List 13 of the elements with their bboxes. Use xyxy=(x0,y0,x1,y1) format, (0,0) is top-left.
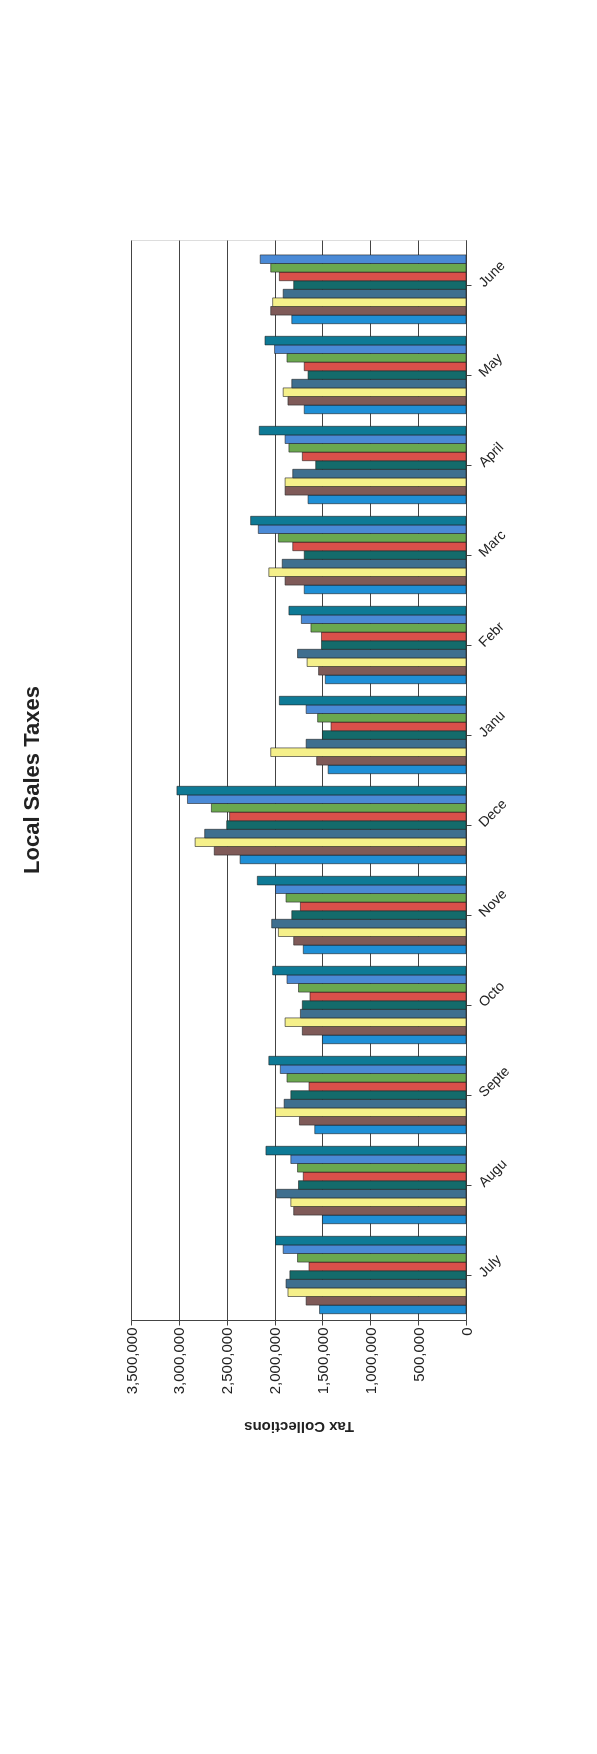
y-tick-label: July xyxy=(475,1251,505,1280)
text: Local Sales Taxes xyxy=(19,686,44,874)
x-axis-title: Tax Collections xyxy=(244,1419,354,1437)
y-tick-label: May xyxy=(475,349,506,380)
x-tick-label: 2,000,000 xyxy=(266,1327,284,1395)
x-tick-label: 2,500,000 xyxy=(218,1327,236,1395)
x-tick-label: 1,000,000 xyxy=(361,1327,379,1395)
x-tick-label: 500,000 xyxy=(409,1327,427,1382)
x-tick-label: 3,500,000 xyxy=(122,1327,140,1395)
y-tick-label: Octo xyxy=(475,977,508,1010)
x-tick-label: 0 xyxy=(457,1327,475,1336)
x-tick-label: 1,500,000 xyxy=(313,1327,331,1395)
x-tick-label: 3,000,000 xyxy=(170,1327,188,1395)
